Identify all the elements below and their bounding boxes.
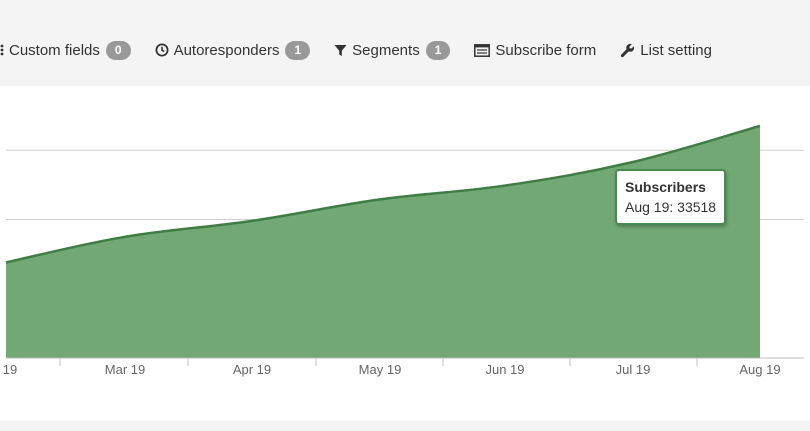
- tooltip-title: Subscribers: [625, 179, 706, 195]
- grip-dots-icon: [0, 44, 4, 56]
- tab-label: Autoresponders: [173, 41, 280, 59]
- form-icon: [474, 43, 491, 57]
- filter-icon: [334, 44, 347, 57]
- tab-list-setting[interactable]: List setting: [620, 42, 712, 59]
- tab-label: List setting: [640, 41, 712, 59]
- count-badge: 0: [105, 40, 131, 60]
- series-line-subscribers: [5, 124, 761, 264]
- tab-subscribe-form[interactable]: Subscribe form: [474, 42, 596, 59]
- tab-label: Segments: [352, 41, 420, 59]
- x-tick-label: 19: [3, 362, 17, 377]
- series-area-subscribers: [6, 125, 760, 358]
- list-tabs-bar: Custom fields 0 Autoresponders 1 Segment…: [0, 18, 810, 82]
- count-badge: 1: [285, 40, 311, 60]
- chart-panel: 19 Mar 19 Apr 19 May 19 Jun 19 Jul 19 Aug 19 S…: [0, 86, 810, 421]
- clock-icon: [155, 43, 169, 57]
- count-badge: 1: [425, 40, 451, 60]
- tab-label: Subscribe form: [495, 41, 597, 59]
- x-tick-label: Jun 19: [485, 362, 524, 377]
- chart-tooltip: Subscribers Aug 19: 33518: [615, 169, 727, 225]
- x-tick-label: Mar 19: [105, 362, 145, 377]
- wrench-icon: [620, 43, 635, 58]
- tab-autoresponders[interactable]: Autoresponders 1: [155, 40, 311, 60]
- x-tick-label: Aug 19: [739, 362, 780, 377]
- tab-custom-fields[interactable]: Custom fields 0: [0, 40, 131, 60]
- x-tick-label: Jul 19: [616, 362, 651, 377]
- subscribers-area-chart: 19 Mar 19 Apr 19 May 19 Jun 19 Jul 19 Aug 19: [3, 124, 804, 377]
- tab-label: Custom fields: [9, 41, 100, 59]
- x-tick-label: Apr 19: [233, 362, 271, 377]
- x-tick-label: May 19: [359, 362, 402, 377]
- tab-segments[interactable]: Segments 1: [334, 40, 451, 60]
- tooltip-value: Aug 19: 33518: [625, 199, 717, 215]
